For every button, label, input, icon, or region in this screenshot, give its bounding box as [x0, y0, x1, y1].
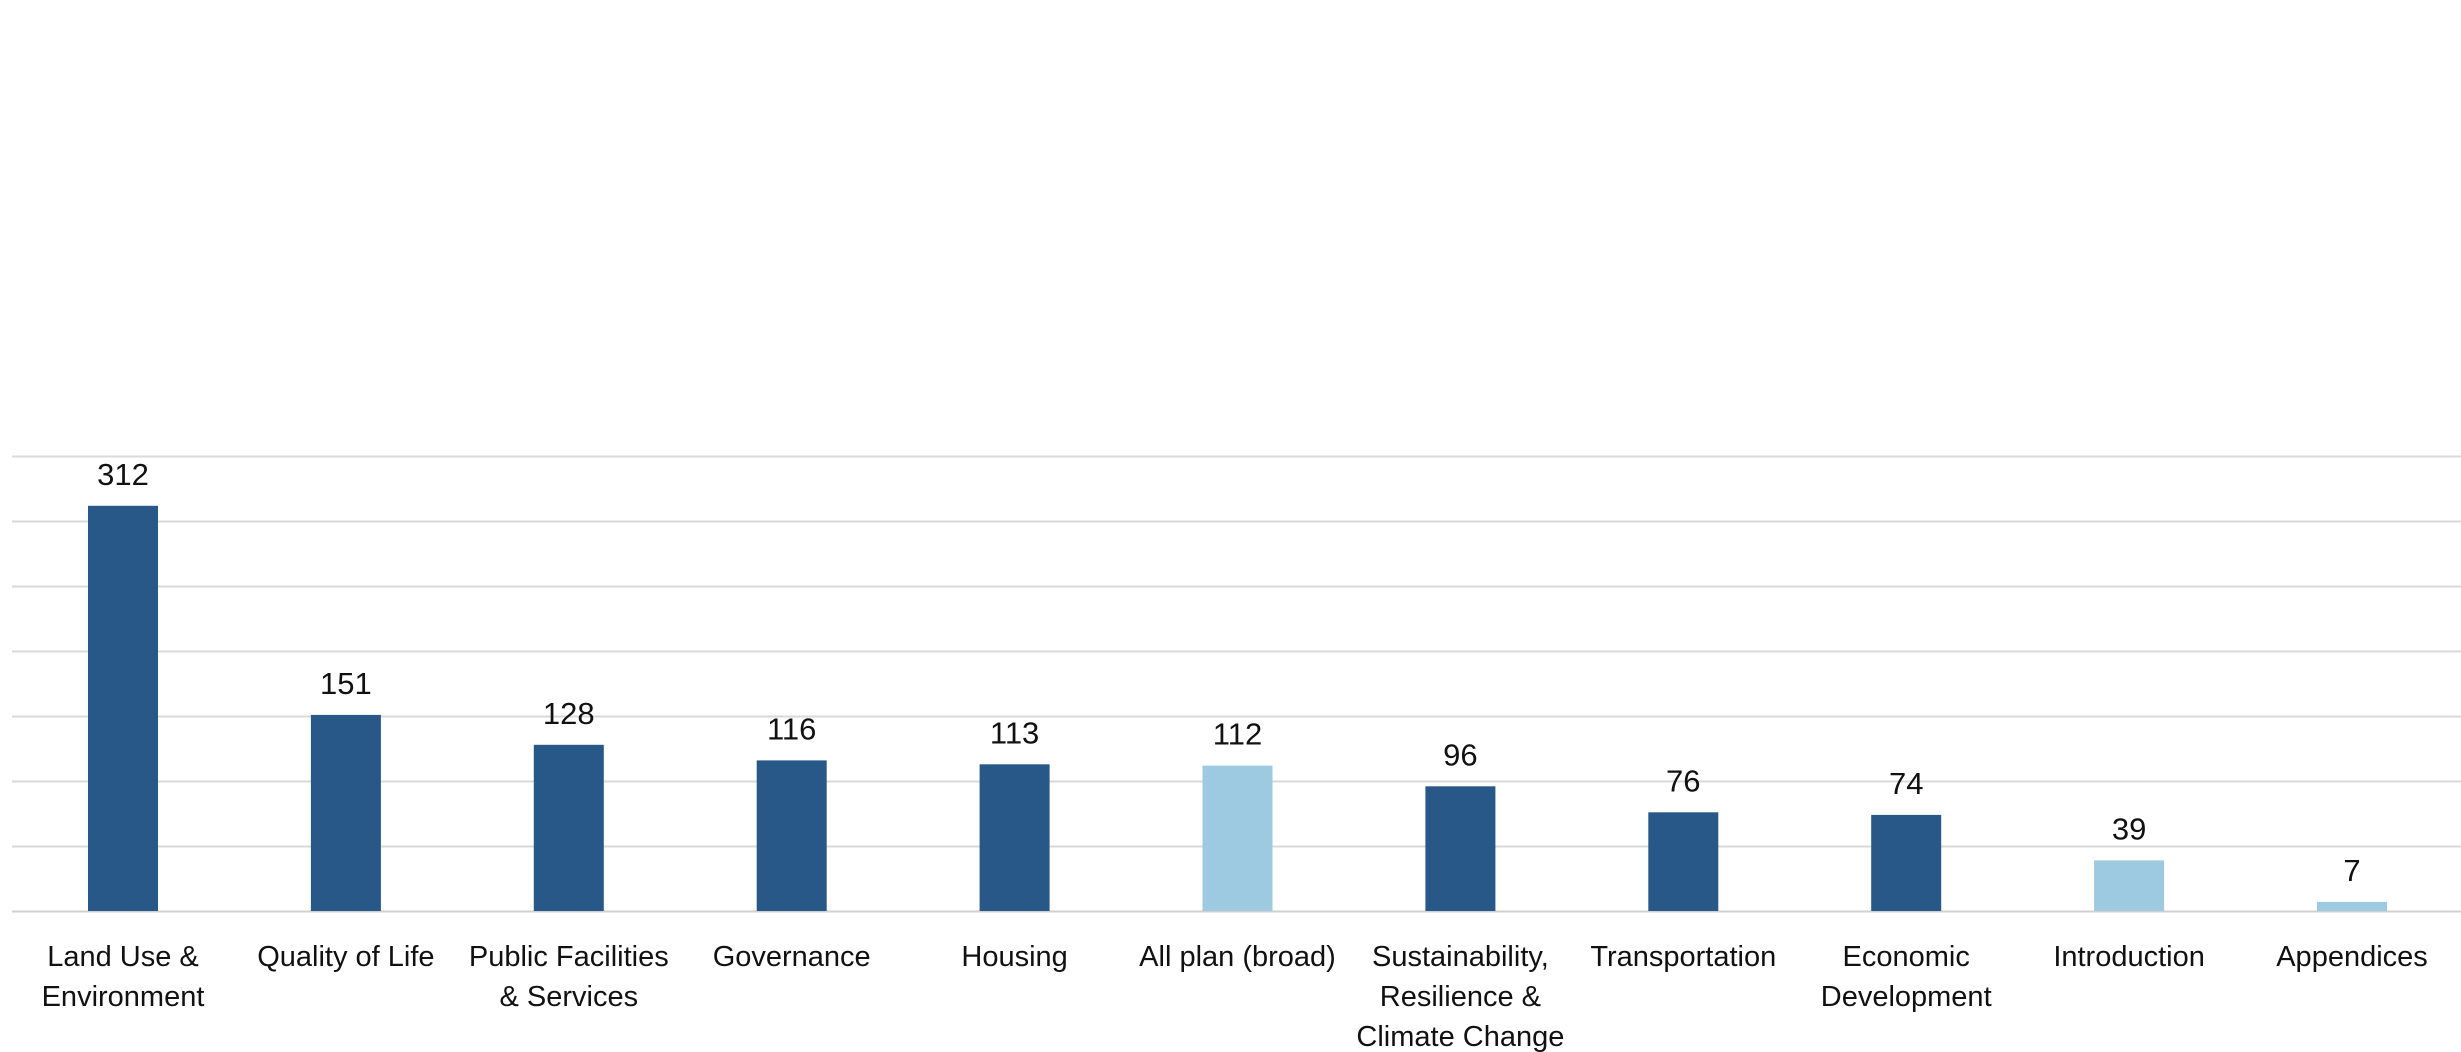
- bar: [2317, 901, 2387, 911]
- data-label: 116: [767, 711, 816, 746]
- bar: [88, 505, 158, 911]
- category-tick-label: Introduction: [2053, 941, 2205, 973]
- data-label: 151: [320, 666, 372, 701]
- data-label: 7: [2343, 853, 2360, 888]
- bar: [1648, 812, 1719, 911]
- category-tick-label: Land Use &: [47, 941, 199, 973]
- bar: [1871, 814, 1942, 911]
- category-tick-label: All plan (broad): [1139, 941, 1336, 973]
- data-label: 76: [1666, 763, 1700, 798]
- bar: [979, 764, 1050, 911]
- value-labels: 312 151 128 116 113 112 96 76 74 39 7: [97, 457, 2360, 888]
- category-tick-label: Governance: [713, 941, 871, 973]
- bar: [1202, 765, 1273, 911]
- category-tick-label: Sustainability,: [1372, 941, 1549, 973]
- category-tick-label: Housing: [961, 941, 1067, 973]
- bar: [310, 714, 381, 911]
- data-label: 96: [1443, 737, 1477, 772]
- data-label: 128: [543, 696, 595, 731]
- data-label: 113: [990, 715, 1039, 750]
- category-tick-label: Environment: [42, 981, 205, 1013]
- category-labels: Land Use & Environment Quality of Life Publ…: [42, 941, 2428, 1052]
- bars: [88, 505, 2387, 911]
- bar: [533, 744, 604, 911]
- category-tick-label: Appendices: [2276, 941, 2428, 973]
- category-tick-label: Transportation: [1590, 941, 1776, 973]
- category-tick-label: Economic: [1843, 941, 1970, 973]
- data-label: 312: [97, 457, 149, 492]
- bar: [756, 760, 827, 911]
- category-tick-label: Resilience &: [1380, 981, 1541, 1013]
- category-tick-label: Quality of Life: [257, 941, 434, 973]
- data-label: 39: [2112, 811, 2146, 846]
- data-label: 112: [1213, 717, 1262, 752]
- bar: [1425, 786, 1496, 911]
- bar: [2094, 860, 2165, 911]
- category-tick-label: Climate Change: [1356, 1021, 1564, 1052]
- category-tick-label: & Services: [499, 981, 638, 1013]
- data-label: 74: [1889, 766, 1923, 801]
- category-tick-label: Development: [1821, 981, 1992, 1013]
- category-tick-label: Public Facilities: [469, 941, 669, 973]
